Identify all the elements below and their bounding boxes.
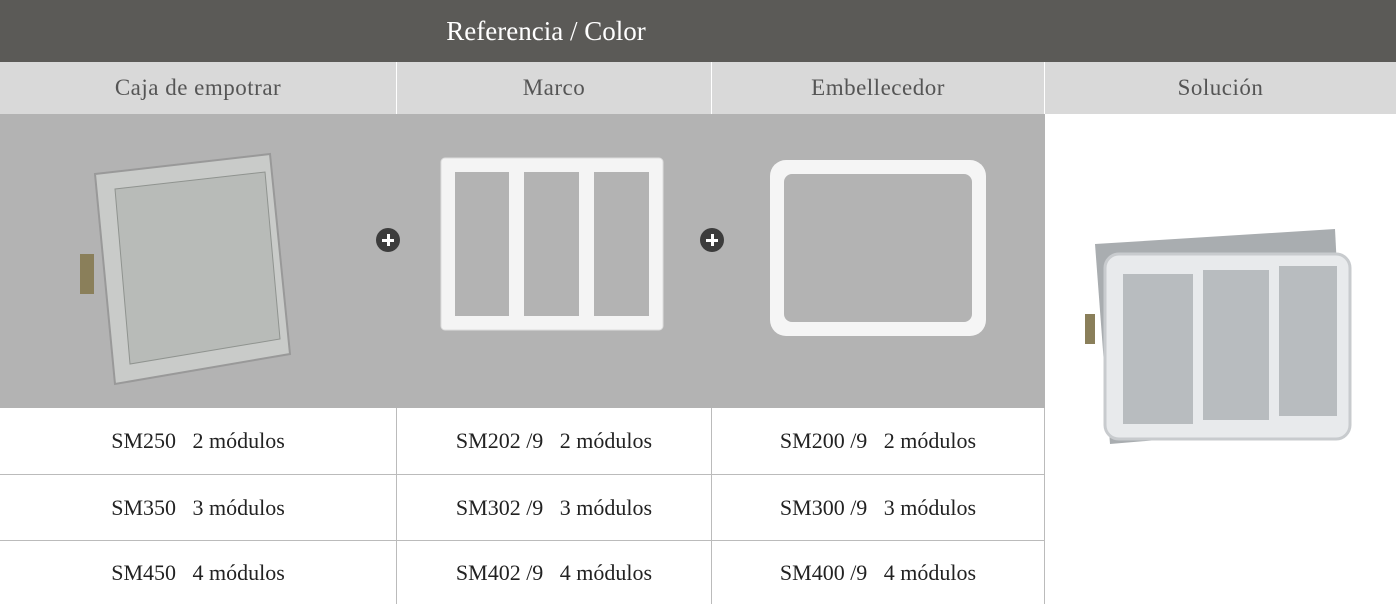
frame-image [440,157,664,331]
table-cell: SM402 /9 4 módulos [397,541,712,604]
table-cell: SM250 2 módulos [0,408,397,475]
table-cell: SM450 4 módulos [0,541,397,604]
product-images [80,152,986,386]
solution-image [1085,229,1352,444]
plus-icon [376,228,400,252]
box-image [80,152,292,386]
column-header: Solución [1045,62,1396,114]
image-row [0,114,1045,408]
header-title: Referencia / Color [446,16,646,46]
table-cell: SM202 /9 2 módulos [397,408,712,475]
trim-image [770,160,986,336]
table-cell: SM302 /9 3 módulos [397,475,712,541]
plus-icon [700,228,724,252]
column-header: Embellecedor [712,62,1045,114]
table-cell: SM200 /9 2 módulos [712,408,1045,475]
table-cell: SM300 /9 3 módulos [712,475,1045,541]
table-cell: SM350 3 módulos [0,475,397,541]
column-header: Caja de empotrar [0,62,397,114]
table-cell: SM400 /9 4 módulos [712,541,1045,604]
header-bar: Referencia / Color [0,0,1396,62]
column-header: Marco [397,62,712,114]
